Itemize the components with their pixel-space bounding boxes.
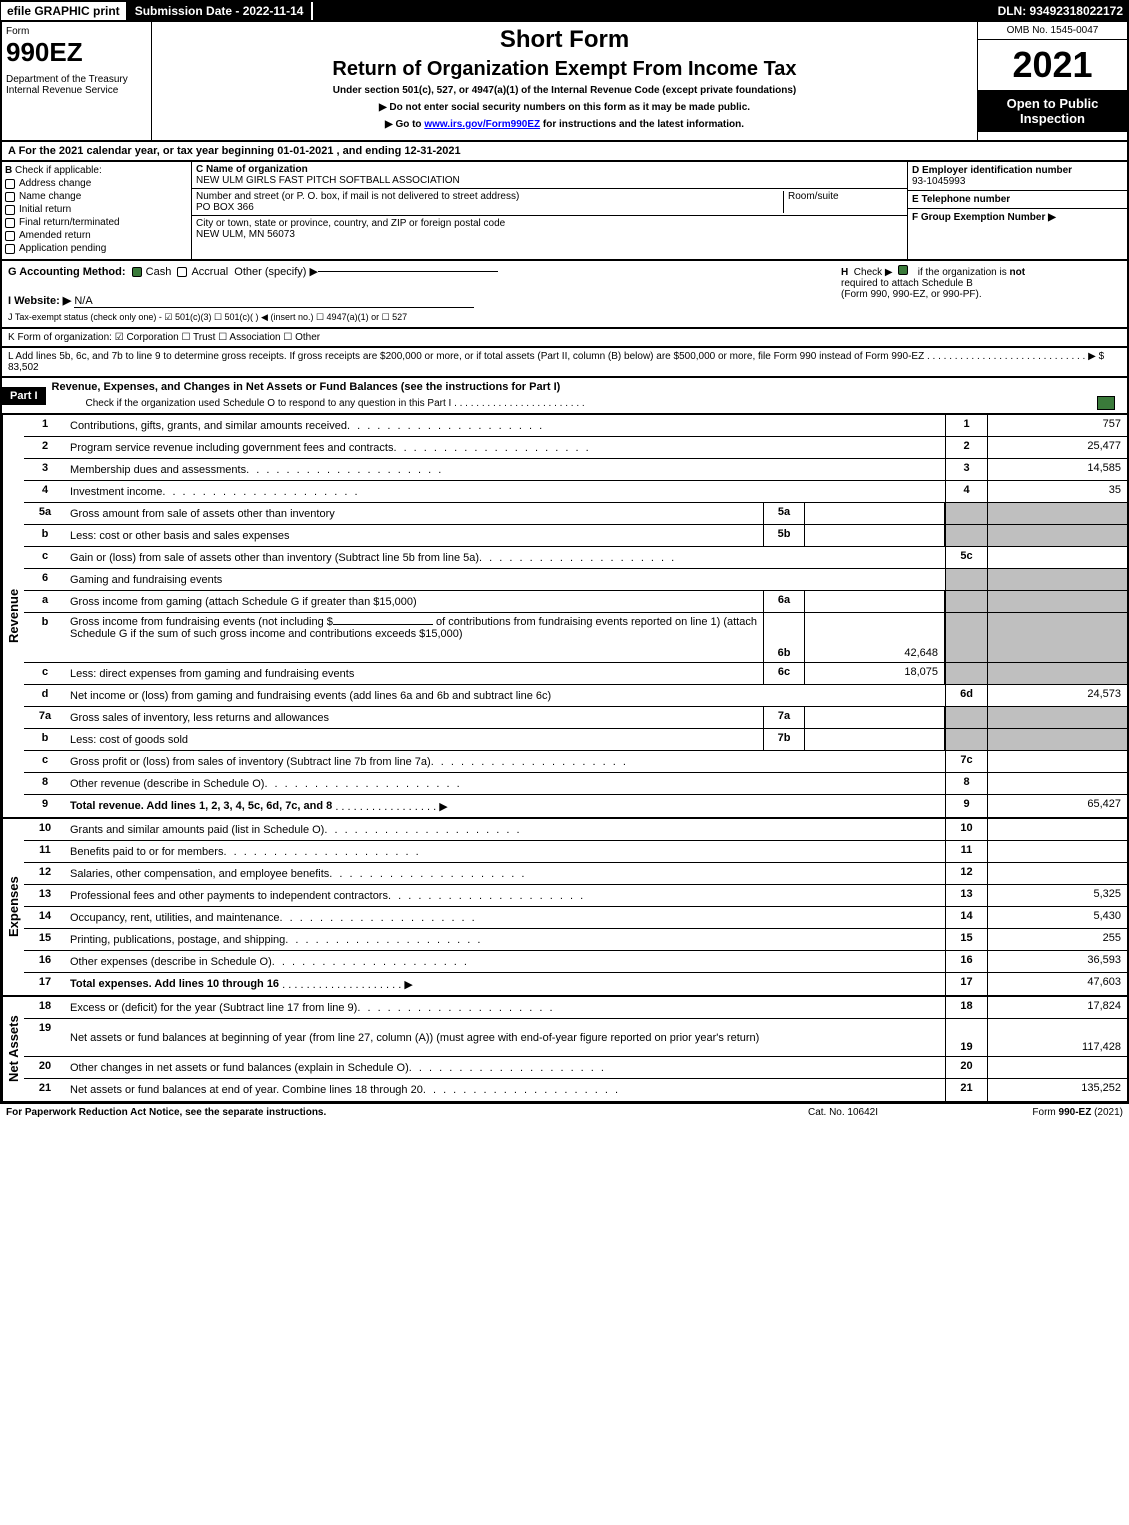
col-d: D Employer identification number 93-1045… [907, 162, 1127, 259]
netassets-table: Net Assets 18Excess or (deficit) for the… [0, 997, 1129, 1103]
ein-label: D Employer identification number [912, 165, 1123, 176]
revenue-vert-label: Revenue [2, 415, 24, 817]
col-b: B Check if applicable: Address change Na… [2, 162, 192, 259]
form-number: 990EZ [6, 37, 147, 68]
city-label: City or town, state or province, country… [196, 218, 903, 229]
g-label: G Accounting Method: [8, 266, 126, 278]
l-line: L Add lines 5b, 6c, and 7b to line 9 to … [0, 348, 1129, 378]
cb-address-change[interactable]: Address change [5, 178, 188, 189]
org-name: NEW ULM GIRLS FAST PITCH SOFTBALL ASSOCI… [196, 175, 903, 186]
cb-cash[interactable] [132, 267, 142, 277]
open-inspection: Open to Public Inspection [978, 90, 1127, 132]
title-main: Return of Organization Exempt From Incom… [156, 58, 973, 81]
b-label: B [5, 165, 12, 176]
org-name-row: C Name of organization NEW ULM GIRLS FAS… [192, 162, 907, 189]
group-exempt-row: F Group Exemption Number ▶ [908, 209, 1127, 226]
form-header: Form 990EZ Department of the Treasury In… [0, 22, 1129, 142]
netassets-vert-label: Net Assets [2, 997, 24, 1101]
part1-title: Revenue, Expenses, and Changes in Net As… [46, 378, 1127, 396]
cb-schedule-o[interactable] [1097, 396, 1115, 410]
dept-text: Department of the Treasury Internal Reve… [6, 74, 147, 96]
addr-label: Number and street (or P. O. box, if mail… [196, 191, 783, 202]
instr2-post: for instructions and the latest informat… [540, 119, 744, 130]
website-value: N/A [74, 295, 474, 308]
expenses-vert-label: Expenses [2, 819, 24, 995]
expenses-table: Expenses 10Grants and similar amounts pa… [0, 819, 1129, 997]
tel-label: E Telephone number [912, 194, 1123, 205]
cb-final-return[interactable]: Final return/terminated [5, 217, 188, 228]
header-left: Form 990EZ Department of the Treasury In… [2, 22, 152, 140]
h-label: H [841, 267, 848, 278]
section-ghij: G Accounting Method: Cash Accrual Other … [0, 261, 1129, 329]
footer-left: For Paperwork Reduction Act Notice, see … [6, 1107, 743, 1118]
cb-h[interactable] [898, 265, 908, 275]
instr1: ▶ Do not enter social security numbers o… [156, 102, 973, 113]
irs-link[interactable]: www.irs.gov/Form990EZ [424, 119, 540, 130]
cb-amended-return[interactable]: Amended return [5, 230, 188, 241]
city-row: City or town, state or province, country… [192, 216, 907, 242]
org-name-label: C Name of organization [196, 164, 903, 175]
part1-label: Part I [2, 387, 46, 405]
header-right: OMB No. 1545-0047 2021 Open to Public In… [977, 22, 1127, 140]
efile-label: efile GRAPHIC print [0, 1, 127, 21]
submission-date: Submission Date - 2022-11-14 [127, 2, 314, 20]
check-if-applicable: Check if applicable: [15, 165, 102, 176]
tel-row: E Telephone number [908, 191, 1127, 209]
top-bar: efile GRAPHIC print Submission Date - 20… [0, 0, 1129, 22]
i-label: I Website: ▶ [8, 295, 71, 307]
h-box: H Check ▶ if the organization is not req… [841, 265, 1121, 300]
header-center: Short Form Return of Organization Exempt… [152, 22, 977, 140]
city: NEW ULM, MN 56073 [196, 229, 903, 240]
omb-number: OMB No. 1545-0047 [978, 22, 1127, 40]
instr2: ▶ Go to www.irs.gov/Form990EZ for instru… [156, 119, 973, 130]
page-footer: For Paperwork Reduction Act Notice, see … [0, 1103, 1129, 1121]
k-line: K Form of organization: ☑ Corporation ☐ … [0, 329, 1129, 348]
section-bcd: B Check if applicable: Address change Na… [0, 162, 1129, 261]
addr: PO BOX 366 [196, 202, 783, 213]
footer-right: Form 990-EZ (2021) [943, 1107, 1123, 1118]
col-c: C Name of organization NEW ULM GIRLS FAS… [192, 162, 907, 259]
footer-mid: Cat. No. 10642I [743, 1107, 943, 1118]
cb-accrual[interactable] [177, 267, 187, 277]
part1-check-text: Check if the organization used Schedule … [86, 398, 1097, 409]
j-line: J Tax-exempt status (check only one) - ☑… [8, 312, 1121, 323]
cb-name-change[interactable]: Name change [5, 191, 188, 202]
subtitle: Under section 501(c), 527, or 4947(a)(1)… [156, 85, 973, 96]
addr-row: Number and street (or P. O. box, if mail… [192, 189, 907, 216]
ein-row: D Employer identification number 93-1045… [908, 162, 1127, 191]
form-label: Form [6, 26, 147, 37]
title-short: Short Form [156, 26, 973, 54]
l-text: L Add lines 5b, 6c, and 7b to line 9 to … [8, 351, 1096, 362]
other-specify-line [318, 271, 498, 272]
revenue-table: Revenue 1Contributions, gifts, grants, a… [0, 415, 1129, 819]
dln: DLN: 93492318022172 [998, 4, 1129, 18]
room-suite-label: Room/suite [783, 191, 903, 213]
tax-year: 2021 [978, 40, 1127, 90]
cb-app-pending[interactable]: Application pending [5, 243, 188, 254]
cb-initial-return[interactable]: Initial return [5, 204, 188, 215]
ein-value: 93-1045993 [912, 176, 1123, 187]
instr2-pre: ▶ Go to [385, 119, 424, 130]
part1-header: Part I Revenue, Expenses, and Changes in… [0, 378, 1129, 415]
row-a: A For the 2021 calendar year, or tax yea… [0, 142, 1129, 162]
group-exempt-label: F Group Exemption Number ▶ [912, 212, 1123, 223]
